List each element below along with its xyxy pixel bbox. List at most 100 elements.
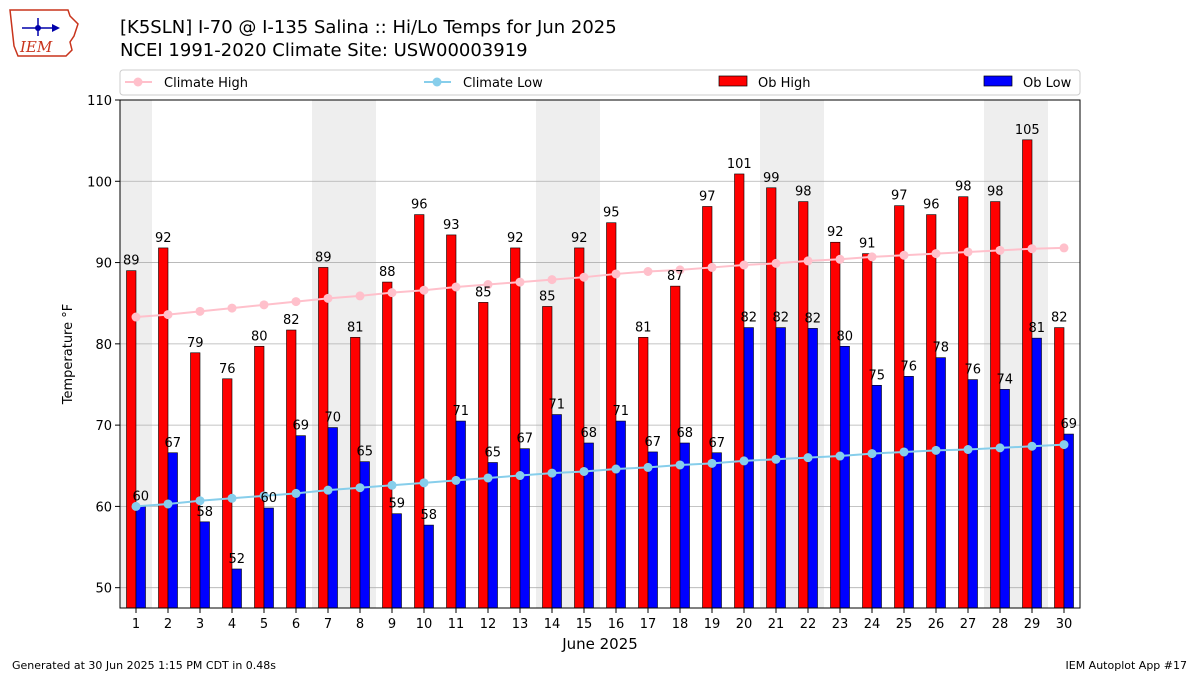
climate-high-point bbox=[771, 258, 781, 268]
climate-high-line bbox=[135, 246, 1065, 319]
ob-high-label: 92 bbox=[507, 231, 524, 246]
x-tick-label: 4 bbox=[228, 617, 236, 632]
x-tick-label: 3 bbox=[196, 617, 204, 632]
ob-high-label: 85 bbox=[475, 285, 492, 300]
climate-high-point bbox=[739, 260, 749, 270]
data-labels: 89 92 79 76 80 82 89 81 88 96 93 85 92 85 92 95 81 87 97 10… bbox=[123, 123, 1077, 567]
ob-high-label: 89 bbox=[315, 250, 332, 265]
ob-high-bar bbox=[958, 196, 969, 609]
ob-high-label: 105 bbox=[1015, 123, 1040, 138]
climate-low-point bbox=[419, 478, 429, 488]
ob-low-bar bbox=[871, 384, 882, 609]
ob-low-label: 80 bbox=[836, 329, 853, 344]
ob-high-bar bbox=[350, 337, 361, 609]
x-tick-label: 12 bbox=[480, 617, 497, 632]
ob-low-bar bbox=[903, 376, 914, 609]
ob-low-label: 58 bbox=[420, 508, 437, 523]
climate-high-point bbox=[899, 250, 909, 260]
x-tick-label: 5 bbox=[260, 617, 268, 632]
ob-low-bar bbox=[775, 327, 786, 609]
y-tick-label: 90 bbox=[95, 257, 112, 272]
ob-high-label: 89 bbox=[123, 254, 140, 269]
ob-low-bar bbox=[327, 427, 338, 609]
ob-low-label: 68 bbox=[676, 426, 693, 441]
climate-low-point bbox=[195, 496, 205, 506]
climate-low-point bbox=[739, 456, 749, 466]
climate-low-point bbox=[323, 485, 333, 495]
ob-low-label: 67 bbox=[708, 436, 725, 451]
ob-low-label: 67 bbox=[164, 436, 181, 451]
ob-low-label: 60 bbox=[260, 491, 277, 506]
ob-high-bar bbox=[254, 345, 265, 609]
climate-low-point bbox=[995, 443, 1005, 453]
ob-low-label: 71 bbox=[612, 404, 629, 419]
ob-high-bar bbox=[286, 329, 297, 609]
ob-high-bar bbox=[894, 205, 905, 609]
climate-high-point bbox=[611, 269, 621, 279]
legend-ob-low: Ob Low bbox=[983, 75, 1072, 91]
x-tick-label: 10 bbox=[416, 617, 433, 632]
ob-low-label: 74 bbox=[996, 372, 1013, 387]
y-tick-label: 100 bbox=[87, 175, 112, 190]
x-tick-label: 23 bbox=[832, 617, 849, 632]
ob-low-bar bbox=[967, 379, 978, 609]
ob-high-label: 76 bbox=[219, 362, 236, 377]
y-tick-label: 60 bbox=[95, 500, 112, 515]
ob-high-label: 98 bbox=[795, 185, 812, 200]
climate-low-point bbox=[835, 451, 845, 461]
y-tick-label: 70 bbox=[95, 419, 112, 434]
x-tick-label: 15 bbox=[576, 617, 593, 632]
ob-low-label: 76 bbox=[964, 363, 981, 378]
ob-low-bar bbox=[135, 506, 146, 609]
ob-high-bar bbox=[926, 214, 937, 609]
y-axis-label: Temperature °F bbox=[61, 304, 76, 405]
ob-high-label: 81 bbox=[635, 320, 652, 335]
ob-low-bar bbox=[391, 513, 402, 609]
ob-high-label: 80 bbox=[251, 329, 268, 344]
climate-high-point bbox=[163, 310, 173, 320]
ob-high-bar bbox=[830, 241, 841, 609]
ob-low-label: 60 bbox=[132, 489, 149, 504]
climate-low-point bbox=[163, 499, 173, 509]
x-tick-label: 22 bbox=[800, 617, 817, 632]
ob-low-bar bbox=[999, 389, 1010, 609]
y-tick-label: 110 bbox=[87, 94, 112, 109]
climate-low-point bbox=[387, 480, 397, 490]
ob-low-bar bbox=[167, 452, 178, 609]
x-axis: 1 2 3 4 5 6 7 8 9 10 11 12 13 14 15 16 17 18 19 20 21 22 23 24 2… bbox=[132, 608, 1072, 632]
x-tick-label: 30 bbox=[1056, 617, 1073, 632]
ob-low-bar bbox=[551, 414, 562, 609]
ob-high-label: 92 bbox=[155, 231, 172, 246]
climate-high-point bbox=[1059, 243, 1069, 253]
x-tick-label: 11 bbox=[448, 617, 465, 632]
ob-low-bar bbox=[1063, 433, 1074, 609]
climate-low-point bbox=[867, 449, 877, 459]
ob-high-label: 82 bbox=[283, 313, 300, 328]
ob-low-label: 58 bbox=[196, 505, 213, 520]
ob-high-label: 99 bbox=[763, 171, 780, 186]
legend: Climate High Climate Low Ob High Ob Low bbox=[119, 69, 1081, 96]
ob-high-bar bbox=[542, 306, 553, 609]
x-tick-label: 1 bbox=[132, 617, 140, 632]
x-tick-label: 29 bbox=[1024, 617, 1041, 632]
legend-climate-high: Climate High bbox=[125, 76, 248, 91]
climate-low-point bbox=[707, 458, 717, 468]
ob-low-bar bbox=[199, 521, 210, 609]
ob-low-label: 69 bbox=[292, 419, 309, 434]
climate-low-point bbox=[259, 491, 269, 501]
ob-low-label: 82 bbox=[804, 311, 821, 326]
climate-lines bbox=[131, 243, 1069, 511]
logo-text: IEM bbox=[19, 38, 53, 56]
ob-high-label: 82 bbox=[1051, 311, 1068, 326]
ob-high-label: 85 bbox=[539, 289, 556, 304]
ob-low-label: 65 bbox=[484, 446, 501, 461]
climate-high-point bbox=[323, 293, 333, 303]
legend-ob-high: Ob High bbox=[718, 75, 811, 91]
ob-low-bar bbox=[487, 462, 498, 609]
ob-low-label: 78 bbox=[932, 341, 949, 356]
ob-high-label: 92 bbox=[827, 225, 844, 240]
climate-high-point bbox=[355, 291, 365, 301]
climate-high-point bbox=[195, 306, 205, 316]
x-tick-label: 24 bbox=[864, 617, 881, 632]
